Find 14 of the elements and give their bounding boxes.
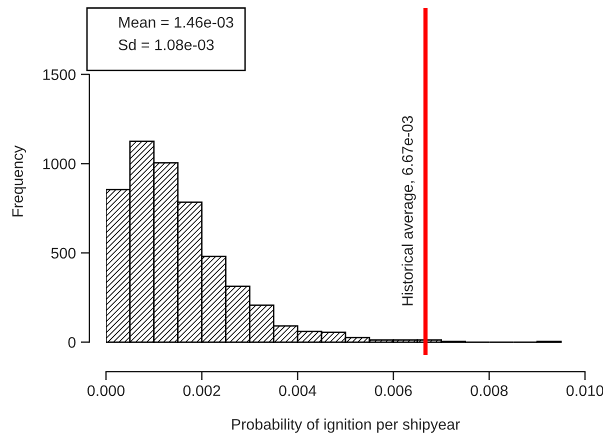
x-axis-title: Probability of ignition per shipyear: [232, 418, 460, 433]
x-tick-label: 0.006: [374, 385, 412, 396]
y-tick-label: 1500: [43, 69, 76, 80]
annotation: Sd = 1.08e-03: [118, 39, 214, 50]
annotation: Mean = 1.46e-03: [119, 16, 234, 28]
ref-line-label: Historical average, 6.67e-03: [402, 116, 416, 306]
x-tick-label: 0.008: [470, 385, 508, 396]
y-tick-label: 500: [51, 248, 76, 259]
x-tick-label: 0.004: [279, 385, 316, 396]
y-tick-label: 0: [68, 337, 76, 348]
x-tick-label: 0.000: [87, 385, 125, 396]
x-tick-label: 0.002: [183, 385, 220, 396]
y-axis-title: Frequency: [12, 145, 26, 216]
y-tick-label: 1000: [43, 158, 76, 170]
